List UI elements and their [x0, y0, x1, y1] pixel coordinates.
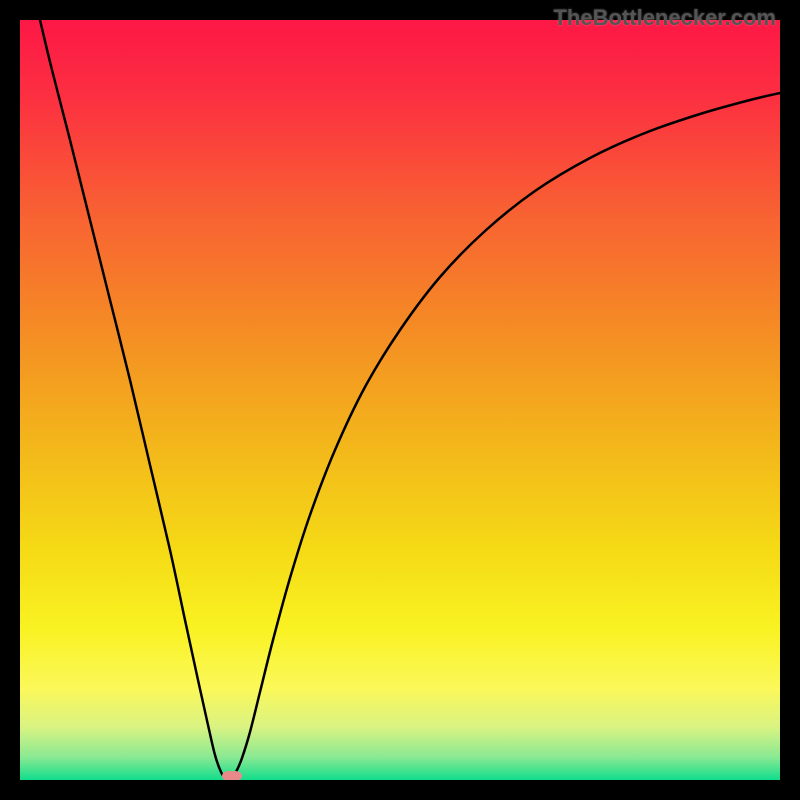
gradient-background: [20, 20, 780, 780]
plot-area: [20, 20, 780, 780]
attribution-text: TheBottlenecker.com: [553, 5, 776, 31]
chart-container: TheBottlenecker.com: [0, 0, 800, 800]
